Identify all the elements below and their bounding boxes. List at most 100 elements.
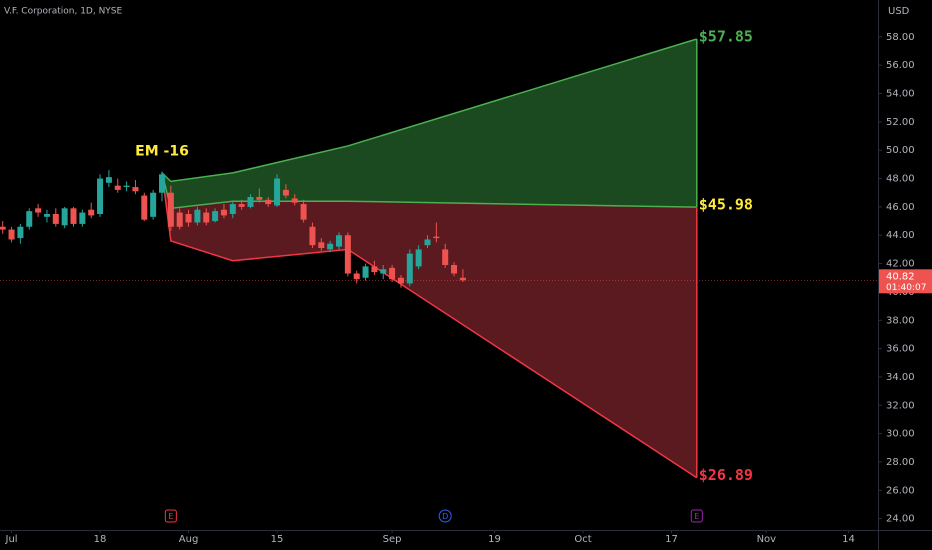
cone-fill bbox=[162, 172, 697, 478]
candle-body bbox=[105, 177, 112, 183]
candle-body bbox=[389, 267, 396, 280]
candle-body bbox=[424, 239, 431, 246]
candle-body bbox=[442, 249, 449, 265]
x-tick-label: Nov bbox=[757, 534, 777, 545]
candle-body bbox=[353, 273, 360, 280]
candle-body bbox=[141, 195, 148, 220]
x-tick-label: 15 bbox=[271, 534, 284, 545]
candle-body bbox=[282, 189, 289, 196]
currency: USD bbox=[888, 6, 910, 17]
candle-body bbox=[8, 229, 15, 240]
y-tick-label: 28.00 bbox=[886, 457, 915, 468]
cone-line bbox=[161, 38, 698, 183]
candle-body bbox=[309, 226, 316, 246]
candle-body bbox=[17, 226, 24, 239]
candle-body bbox=[185, 213, 192, 223]
x-tick-label: Oct bbox=[574, 534, 591, 545]
y-tick-label: 26.00 bbox=[886, 485, 915, 496]
candle-body bbox=[459, 277, 466, 281]
candle-body bbox=[291, 198, 298, 203]
event-icon bbox=[164, 509, 177, 523]
cone-label: $45.98 bbox=[699, 196, 753, 214]
event-label: D bbox=[442, 512, 448, 521]
y-tick-label: 42.00 bbox=[886, 259, 915, 270]
candle-body bbox=[451, 265, 458, 274]
y-tick-label: 50.00 bbox=[886, 145, 915, 156]
candle-body bbox=[70, 208, 77, 224]
candle-body bbox=[300, 204, 307, 220]
candle-body bbox=[229, 204, 236, 214]
candle-body bbox=[79, 212, 86, 224]
candle-body bbox=[212, 211, 219, 222]
candle-body bbox=[433, 236, 440, 239]
candle-body bbox=[265, 199, 272, 205]
candle-body bbox=[274, 178, 281, 206]
candle-body bbox=[362, 266, 369, 278]
x-tick-label: 14 bbox=[842, 534, 855, 545]
candle-body bbox=[26, 211, 33, 227]
candle-body bbox=[238, 204, 245, 207]
x-tick-label: 19 bbox=[488, 534, 501, 545]
x-tick-label: Jul bbox=[5, 534, 18, 545]
candle-body bbox=[380, 269, 387, 274]
candle-body bbox=[371, 266, 378, 273]
candle-body bbox=[0, 226, 6, 230]
plot-area bbox=[0, 38, 878, 479]
candle-body bbox=[247, 196, 254, 207]
y-tick-label: 46.00 bbox=[886, 202, 915, 213]
y-tick-label: 44.00 bbox=[886, 230, 915, 241]
y-tick-label: 36.00 bbox=[886, 344, 915, 355]
x-tick-label: 17 bbox=[665, 534, 678, 545]
countdown: 01:40:07 bbox=[886, 283, 926, 293]
candle-body bbox=[97, 178, 104, 214]
candle-body bbox=[159, 174, 165, 193]
chart-title: V.F. Corporation, 1D, NYSE bbox=[4, 7, 123, 17]
candle-body bbox=[415, 249, 422, 267]
candle-body bbox=[167, 192, 174, 227]
candle-body bbox=[256, 196, 263, 200]
candle-body bbox=[344, 235, 351, 274]
candle-body bbox=[88, 209, 95, 216]
y-tick-label: 32.00 bbox=[886, 400, 915, 411]
candle-body bbox=[318, 242, 325, 248]
cone-label: $26.89 bbox=[699, 466, 753, 484]
candle-body bbox=[176, 212, 183, 227]
y-tick-label: 30.00 bbox=[886, 429, 915, 440]
cone-fill bbox=[162, 38, 697, 209]
y-tick-label: 54.00 bbox=[886, 89, 915, 100]
cone-label: $57.85 bbox=[699, 27, 753, 45]
y-tick-label: 38.00 bbox=[886, 315, 915, 326]
y-tick-label: 48.00 bbox=[886, 174, 915, 185]
candle-body bbox=[327, 243, 334, 250]
candle-body bbox=[194, 209, 201, 223]
event-label: E bbox=[694, 512, 699, 521]
event-icon bbox=[438, 509, 452, 523]
candle-body bbox=[150, 192, 157, 217]
y-tick-label: 52.00 bbox=[886, 117, 915, 128]
y-tick-label: 58.00 bbox=[886, 32, 915, 43]
event-icon bbox=[690, 509, 703, 523]
y-tick-label: 34.00 bbox=[886, 372, 915, 383]
candle-body bbox=[43, 213, 50, 217]
candle-body bbox=[114, 185, 121, 190]
candle-body bbox=[132, 187, 139, 192]
annotation: EM -16 bbox=[135, 144, 189, 160]
x-tick-label: Aug bbox=[179, 534, 199, 545]
last-price-label: 40.82 bbox=[886, 271, 915, 282]
candle-body bbox=[406, 253, 413, 284]
candle-body bbox=[123, 185, 130, 188]
event-label: E bbox=[168, 512, 173, 521]
candle-body bbox=[61, 208, 68, 226]
candle-body bbox=[397, 277, 404, 284]
candle-body bbox=[220, 209, 227, 216]
x-tick-label: Sep bbox=[383, 534, 402, 545]
y-tick-label: 24.00 bbox=[886, 514, 915, 525]
x-tick-label: 18 bbox=[94, 534, 107, 545]
candle-body bbox=[336, 235, 342, 247]
candle-body bbox=[52, 213, 59, 224]
y-tick-label: 56.00 bbox=[886, 60, 915, 71]
candle-body bbox=[203, 212, 210, 223]
last-price-badge bbox=[879, 269, 932, 294]
candle-body bbox=[35, 208, 42, 213]
